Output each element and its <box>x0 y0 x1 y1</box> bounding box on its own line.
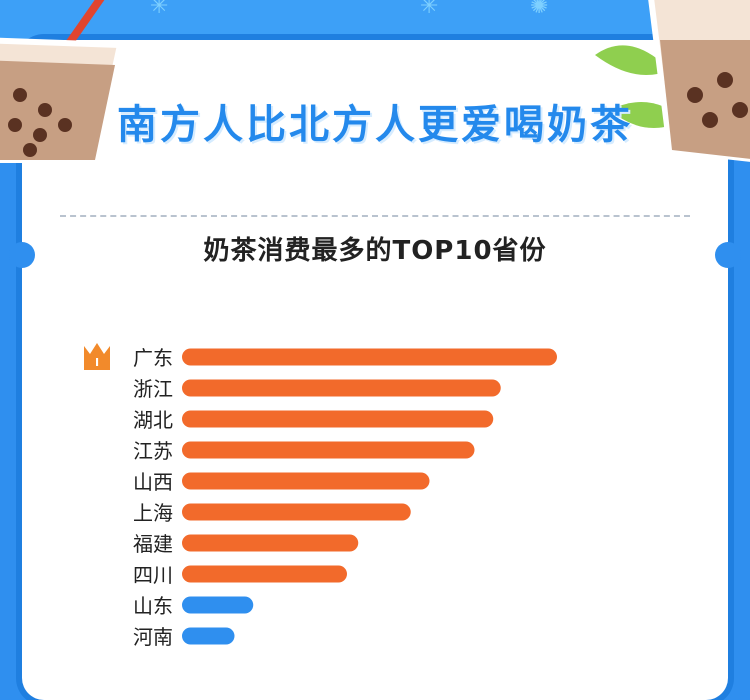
confetti-decoration: ✳ <box>420 0 439 19</box>
bar-1 <box>182 348 557 366</box>
category-label: 山西 <box>133 470 173 494</box>
ticket-notch <box>715 242 741 268</box>
category-label: 福建 <box>133 532 173 556</box>
category-label: 广东 <box>133 346 173 370</box>
category-label: 湖北 <box>133 408 173 432</box>
chart-title: 奶茶消费最多的TOP10省份 <box>203 236 547 266</box>
rank-badge-label: I <box>95 356 99 369</box>
bar-2 <box>182 379 501 397</box>
category-label: 河南 <box>133 625 173 649</box>
bar-9 <box>182 596 254 614</box>
bar-6 <box>182 503 411 521</box>
dashed-divider <box>60 215 690 217</box>
page-headline: 南方人比北方人更爱喝奶茶 <box>117 102 633 148</box>
milk-tea-cup-icon <box>0 0 124 163</box>
ticket-notch <box>9 242 35 268</box>
category-label: 山东 <box>133 594 173 618</box>
category-label: 浙江 <box>133 377 173 401</box>
category-label: 四川 <box>133 563 173 587</box>
bar-3 <box>182 410 494 428</box>
milk-tea-cup-icon <box>595 0 750 162</box>
bar-4 <box>182 441 475 459</box>
bar-8 <box>182 565 347 583</box>
confetti-decoration: ✳ <box>150 0 169 19</box>
content-card <box>9 40 741 700</box>
category-label: 江苏 <box>133 439 173 463</box>
confetti-decoration: ✺ <box>530 0 549 19</box>
bar-5 <box>182 472 430 490</box>
bar-10 <box>182 627 235 645</box>
crown-icon: I <box>84 343 110 370</box>
bar-7 <box>182 534 359 552</box>
category-label: 上海 <box>133 501 173 525</box>
